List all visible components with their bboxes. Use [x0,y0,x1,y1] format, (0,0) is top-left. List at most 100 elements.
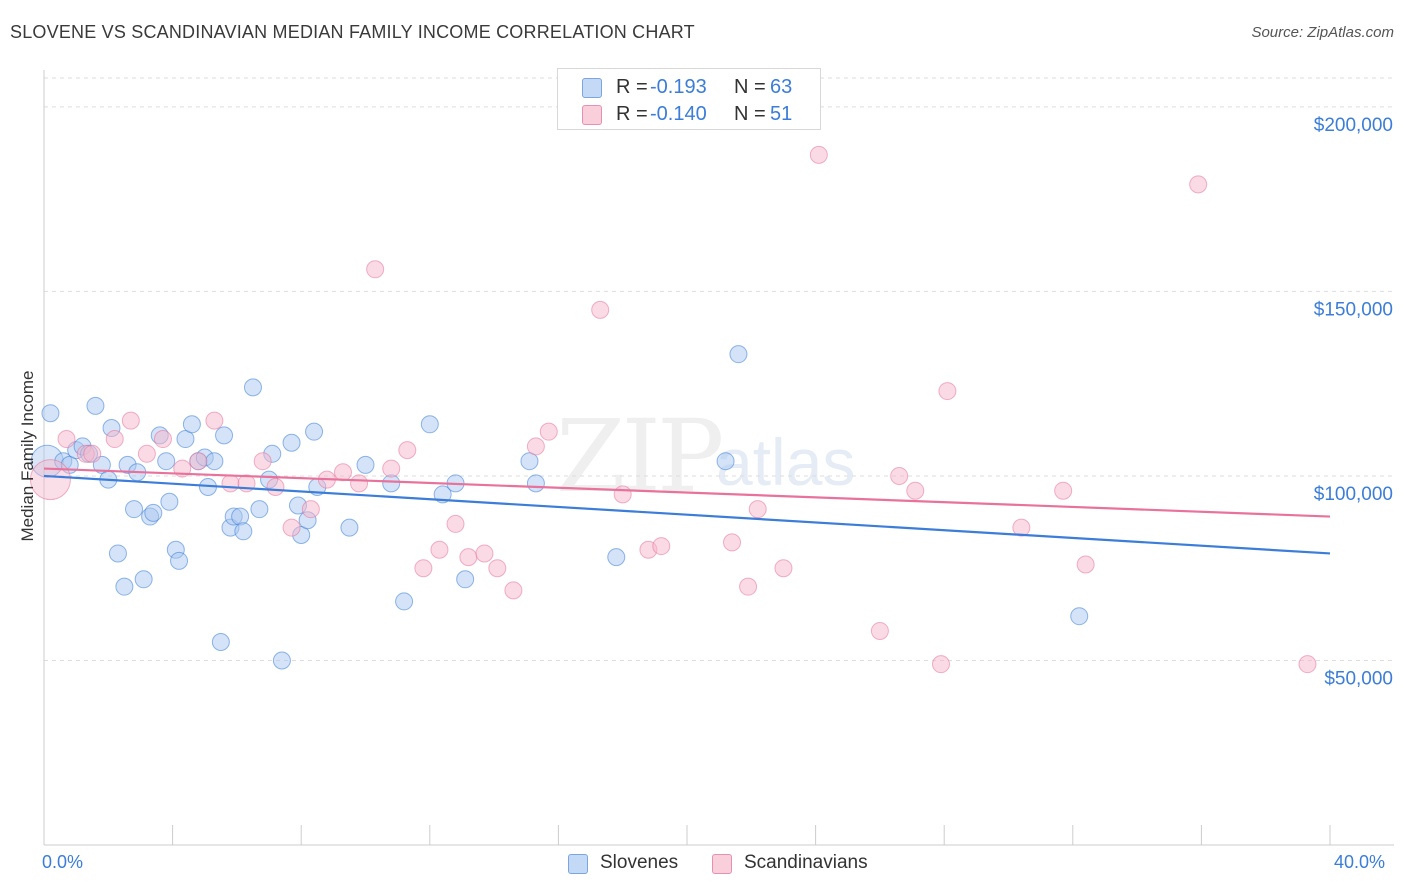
legend-swatch-scandinavians [582,105,602,125]
bottom-legend-swatch-scandinavians [712,854,732,874]
legend-r-label: R = [616,76,648,98]
point-scandinavians [221,474,240,493]
point-slovenes [250,500,269,519]
y-tick-label: $200,000 [1314,115,1393,136]
bottom-legend-swatch-slovenes [568,854,588,874]
point-scandinavians [398,441,417,460]
point-scandinavians [266,478,285,497]
point-slovenes [272,651,291,670]
point-slovenes [211,633,230,652]
bottom-legend-label: Slovenes [600,852,679,873]
chart-title: SLOVENE VS SCANDINAVIAN MEDIAN FAMILY IN… [10,22,695,42]
point-scandinavians [1012,518,1031,537]
point-slovenes [205,452,224,471]
x-tick-label-min: 0.0% [42,852,84,872]
point-scandinavians [652,537,671,556]
point-scandinavians [57,430,76,449]
point-scandinavians [205,411,224,430]
point-scandinavians [504,581,523,600]
point-slovenes [170,551,189,570]
point-scandinavians [105,430,124,449]
point-slovenes [160,492,179,511]
point-slovenes [134,570,153,589]
point-slovenes [115,577,134,596]
point-slovenes [1070,607,1089,626]
trendline-scandinavians [43,467,1331,518]
point-slovenes [607,548,626,567]
point-scandinavians [366,260,385,279]
point-slovenes [182,415,201,434]
point-scandinavians [739,577,758,596]
point-slovenes [215,426,234,445]
legend-r-value: -0.193 [650,76,707,98]
point-slovenes [86,396,105,415]
point-scandinavians [591,300,610,319]
point-scandinavians [83,444,102,463]
point-scandinavians [253,452,272,471]
legend-r-value: -0.140 [650,103,707,125]
x-tick-label-max: 40.0% [1334,852,1386,872]
point-slovenes [231,507,250,526]
point-slovenes [157,452,176,471]
point-scandinavians [931,655,950,674]
legend-row-scandinavians: R = -0.140 N = 51 [558,101,820,127]
point-slovenes [243,378,262,397]
point-scandinavians [333,463,352,482]
point-scandinavians [301,500,320,519]
trendline-slovenes [43,474,1331,555]
legend-r-label: R = [616,103,648,125]
point-scandinavians [723,533,742,552]
stats-legend: R = -0.193 N = 63 R = -0.140 N = 51 [557,68,821,130]
point-scandinavians [137,444,156,463]
chart-source: Source: ZipAtlas.com [1251,24,1394,41]
point-slovenes [729,345,748,364]
point-scandinavians [121,411,140,430]
legend-n-label: N = [734,103,766,125]
point-scandinavians [459,548,478,567]
point-scandinavians [539,422,558,441]
point-slovenes [395,592,414,611]
point-slovenes [41,404,60,423]
legend-swatch-slovenes [582,78,602,98]
point-scandinavians [488,559,507,578]
point-scandinavians [774,559,793,578]
bottom-legend-label: Scandinavians [744,852,868,873]
point-scandinavians [1298,655,1317,674]
point-scandinavians [1076,555,1095,574]
point-scandinavians [526,437,545,456]
point-scandinavians [382,459,401,478]
y-tick-label: $150,000 [1314,299,1393,320]
legend-n-label: N = [734,76,766,98]
point-slovenes [340,518,359,537]
point-scandinavians [1054,481,1073,500]
point-slovenes [526,474,545,493]
point-scandinavians [938,382,957,401]
point-slovenes [144,503,163,522]
point-scandinavians [870,621,889,640]
y-tick-label: $100,000 [1314,484,1393,505]
point-scandinavians [906,481,925,500]
point-slovenes [282,433,301,452]
point-scandinavians [430,540,449,559]
y-axis-label: Median Family Income [18,370,37,542]
point-scandinavians [282,518,301,537]
point-scandinavians [1189,175,1208,194]
point-slovenes [716,452,735,471]
point-scandinavians [153,430,172,449]
point-slovenes [125,500,144,519]
point-slovenes [234,522,253,541]
legend-n-value: 63 [770,76,793,98]
y-tick-label: $50,000 [1324,668,1393,689]
point-scandinavians [350,474,369,493]
point-scandinavians [446,514,465,533]
point-slovenes [356,455,375,474]
point-scandinavians [414,559,433,578]
watermark-zip: ZIP [556,398,724,515]
point-scandinavians [890,466,909,485]
legend-n-value: 51 [770,103,793,125]
point-scandinavians [613,485,632,504]
point-slovenes [456,570,475,589]
legend-row-slovenes: R = -0.193 N = 63 [558,74,820,100]
point-scandinavians [189,452,208,471]
